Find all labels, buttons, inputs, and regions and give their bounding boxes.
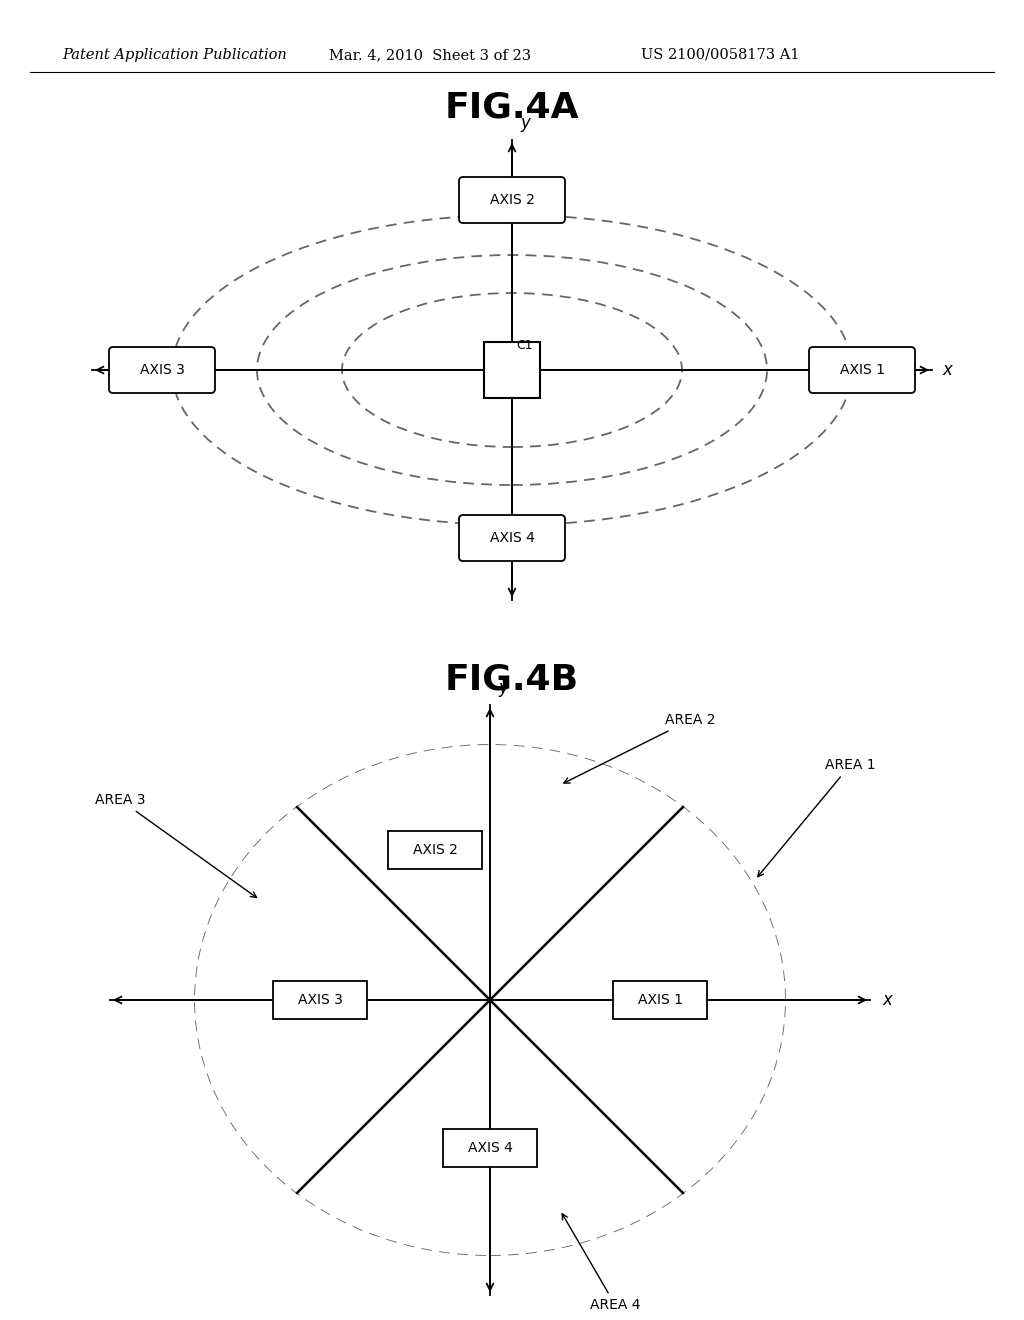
Text: US 2100/0058173 A1: US 2100/0058173 A1 <box>641 48 800 62</box>
Text: AREA 3: AREA 3 <box>95 793 256 898</box>
Text: AXIS 1: AXIS 1 <box>638 993 683 1007</box>
Text: AXIS 2: AXIS 2 <box>413 843 458 857</box>
Text: C1: C1 <box>516 339 532 352</box>
Text: Patent Application Publication: Patent Application Publication <box>62 48 288 62</box>
Text: AXIS 2: AXIS 2 <box>489 193 535 207</box>
Text: AXIS 4: AXIS 4 <box>468 1140 512 1155</box>
FancyBboxPatch shape <box>273 981 367 1019</box>
Text: Mar. 4, 2010  Sheet 3 of 23: Mar. 4, 2010 Sheet 3 of 23 <box>329 48 531 62</box>
Text: AREA 2: AREA 2 <box>564 713 716 783</box>
Text: AREA 4: AREA 4 <box>562 1214 640 1312</box>
FancyBboxPatch shape <box>443 1129 537 1167</box>
FancyBboxPatch shape <box>459 515 565 561</box>
FancyBboxPatch shape <box>484 342 540 399</box>
Polygon shape <box>282 744 698 1001</box>
Text: y: y <box>498 678 508 697</box>
Text: AXIS 1: AXIS 1 <box>840 363 885 378</box>
FancyBboxPatch shape <box>459 177 565 223</box>
Polygon shape <box>490 820 785 1180</box>
FancyBboxPatch shape <box>809 347 915 393</box>
Polygon shape <box>195 820 490 1180</box>
Text: FIG.4A: FIG.4A <box>444 91 580 125</box>
Text: AXIS 3: AXIS 3 <box>298 993 342 1007</box>
Text: AXIS 3: AXIS 3 <box>139 363 184 378</box>
Polygon shape <box>282 1001 698 1255</box>
FancyBboxPatch shape <box>613 981 707 1019</box>
Text: AREA 1: AREA 1 <box>758 758 876 876</box>
Text: x: x <box>882 991 892 1008</box>
Text: FIG.4B: FIG.4B <box>445 663 579 697</box>
Text: x: x <box>942 360 952 379</box>
Text: y: y <box>520 114 529 132</box>
FancyBboxPatch shape <box>109 347 215 393</box>
Text: AXIS 4: AXIS 4 <box>489 531 535 545</box>
FancyBboxPatch shape <box>388 832 482 869</box>
